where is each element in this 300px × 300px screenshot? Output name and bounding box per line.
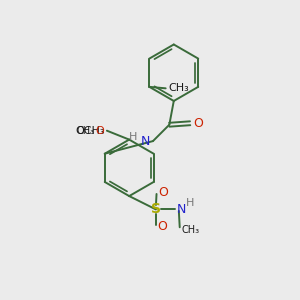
Text: N: N xyxy=(141,135,151,148)
Text: OCH₃: OCH₃ xyxy=(75,126,104,136)
Text: N: N xyxy=(177,203,186,216)
Text: H: H xyxy=(129,132,137,142)
Text: O: O xyxy=(158,220,167,233)
Text: CH₃: CH₃ xyxy=(181,225,199,235)
Text: O: O xyxy=(193,117,203,130)
Text: S: S xyxy=(151,202,161,216)
Text: H: H xyxy=(186,198,194,208)
Text: CH₃: CH₃ xyxy=(76,126,94,136)
Text: O: O xyxy=(96,126,104,136)
Text: O: O xyxy=(158,186,168,199)
Text: CH₃: CH₃ xyxy=(168,83,189,93)
